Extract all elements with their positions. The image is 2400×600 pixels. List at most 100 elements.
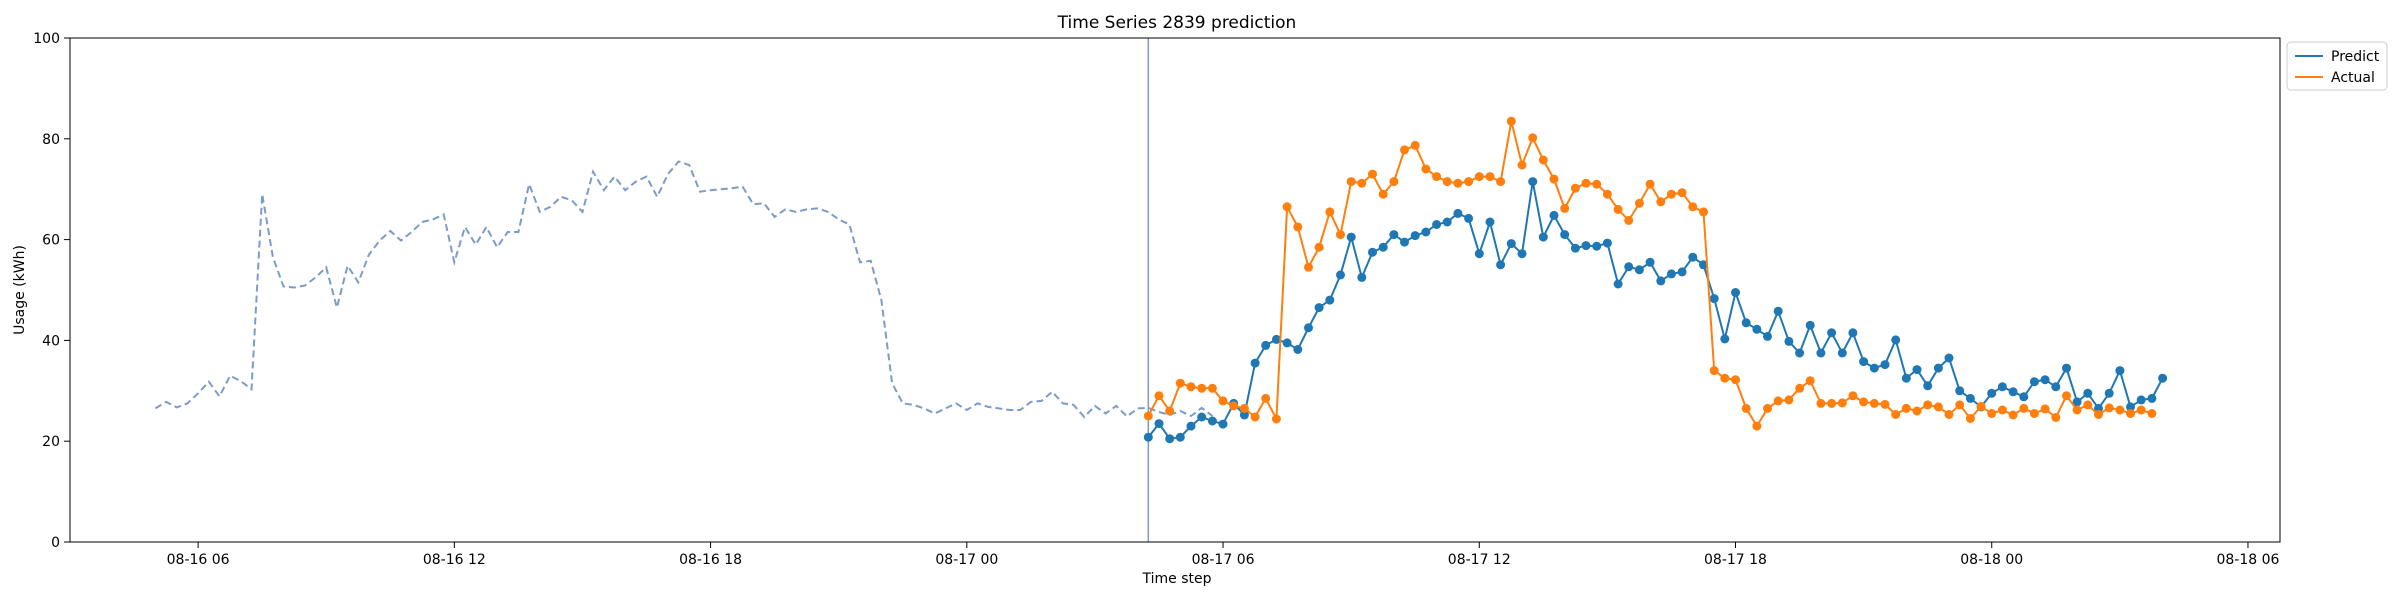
predict-point — [1165, 434, 1175, 444]
actual-point — [1538, 155, 1548, 165]
predict-point — [1933, 363, 1943, 373]
actual-point — [1293, 222, 1303, 232]
actual-point — [1261, 393, 1271, 403]
actual-point — [1773, 396, 1783, 406]
actual-point — [1506, 116, 1516, 126]
actual-point — [1282, 202, 1292, 212]
y-tick-label: 20 — [42, 434, 60, 450]
predict-point — [1880, 360, 1890, 370]
actual-point — [1410, 140, 1420, 150]
actual-point — [2040, 404, 2050, 414]
predict-point — [1261, 340, 1271, 350]
actual-point — [1165, 406, 1175, 416]
axes: 0 20 40 60 80 100 08-16 06 08-16 12 08-16 18 08-1… — [33, 31, 2281, 568]
predict-point — [1912, 365, 1922, 375]
predict-point — [1250, 358, 1260, 368]
x-tick-label: 08-16 06 — [167, 552, 230, 568]
actual-point — [1602, 189, 1612, 199]
y-axis-label: Usage (kWh) — [12, 245, 28, 335]
predict-point — [1325, 295, 1335, 305]
x-tick-label: 08-16 12 — [423, 552, 486, 568]
predict-point — [1506, 239, 1516, 249]
actual-point — [1699, 207, 1708, 217]
y-tick-label: 40 — [42, 333, 60, 349]
predict-point — [1186, 421, 1196, 431]
actual-point — [1933, 402, 1943, 412]
predict-point — [1997, 382, 2007, 392]
actual-point — [1207, 383, 1217, 393]
actual-point — [1464, 177, 1474, 187]
predict-point — [1763, 331, 1772, 341]
predict-point — [1709, 294, 1719, 304]
actual-point — [1517, 160, 1527, 170]
actual-point — [2094, 410, 2103, 419]
predict-point — [1453, 208, 1463, 218]
predict-point — [1432, 220, 1442, 229]
actual-point — [1154, 391, 1164, 401]
predict-point — [1656, 276, 1666, 286]
predict-point — [1677, 267, 1687, 277]
predict-point — [2158, 373, 2168, 383]
actual-point — [1528, 133, 1538, 143]
predict-point — [2115, 366, 2125, 376]
predict-point — [1400, 237, 1409, 247]
predict-point — [1955, 386, 1965, 396]
actual-point — [1592, 179, 1602, 189]
predict-point — [1442, 217, 1452, 227]
actual-point — [1229, 401, 1239, 411]
predict-point — [1645, 257, 1655, 267]
actual-point — [1239, 403, 1249, 413]
actual-point — [1848, 391, 1858, 401]
predict-point — [1688, 252, 1698, 262]
predict-point — [1987, 388, 1997, 398]
actual-point — [1827, 398, 1837, 408]
predict-point — [1421, 227, 1431, 237]
x-tick-label: 08-18 06 — [2216, 552, 2279, 568]
predict-point — [1357, 272, 1367, 282]
actual-point — [1400, 145, 1409, 155]
actual-point — [2147, 409, 2157, 418]
x-tick-label: 08-17 00 — [935, 552, 998, 568]
actual-point — [1656, 197, 1666, 207]
actual-point — [1453, 178, 1463, 188]
actual-point — [1271, 414, 1281, 424]
y-tick-label: 60 — [42, 233, 60, 249]
actual-point — [1389, 177, 1399, 187]
predict-point — [1538, 232, 1548, 242]
predict-point — [1175, 432, 1185, 442]
predict-point — [1592, 241, 1602, 251]
actual-point — [2136, 405, 2146, 415]
predict-point — [1965, 393, 1975, 403]
actual-point — [1805, 376, 1815, 386]
predict-point — [1143, 432, 1153, 442]
predict-point — [1517, 249, 1527, 259]
predict-point — [2136, 395, 2146, 405]
actual-point — [2008, 410, 2018, 420]
actual-point — [1549, 174, 1559, 184]
predict-point — [1218, 419, 1228, 429]
predict-point — [1464, 213, 1474, 223]
predict-point — [1474, 249, 1484, 259]
actual-point — [1645, 179, 1655, 189]
actual-point — [1976, 401, 1986, 411]
predict-point — [1923, 381, 1933, 391]
predict-point — [2062, 363, 2071, 373]
actual-point — [1336, 230, 1345, 240]
predict-point — [2008, 387, 2018, 397]
actual-point — [1955, 400, 1965, 410]
predict-point — [1239, 410, 1249, 420]
predict-point — [1197, 412, 1207, 422]
actual-point — [1613, 204, 1623, 214]
predict-point — [2029, 377, 2039, 387]
actual-point — [1143, 411, 1153, 421]
predict-point — [1634, 265, 1644, 275]
actual-point — [2072, 405, 2082, 415]
predict-point — [1282, 338, 1292, 348]
actual-point — [1731, 375, 1740, 385]
actual-point — [1666, 189, 1676, 199]
x-tick-label: 08-17 06 — [1192, 552, 1255, 568]
actual-point — [1752, 421, 1762, 431]
x-tick-label: 08-17 12 — [1448, 552, 1511, 568]
